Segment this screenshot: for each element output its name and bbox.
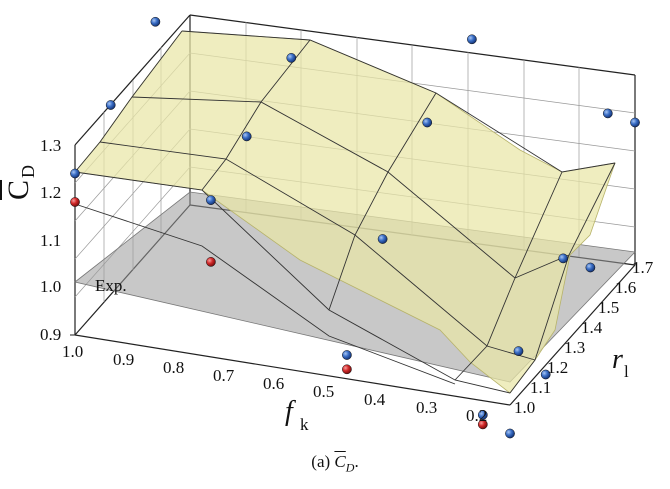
y-axis-label: r (612, 344, 623, 375)
blue-marker (505, 428, 515, 439)
blue-marker (206, 195, 216, 205)
figure-caption: (a) CD. (0, 452, 670, 475)
blue-marker (558, 253, 569, 264)
blue-marker (422, 117, 433, 128)
z-tick-1: 1.0 (40, 277, 61, 296)
z-tick-2: 1.1 (40, 231, 61, 250)
y-tick-0: 1.0 (514, 398, 535, 417)
z-tick-3: 1.2 (40, 183, 61, 202)
y-tick-7: 1.7 (632, 258, 654, 277)
caption-subscript: D (345, 460, 355, 475)
red-marker (70, 197, 80, 207)
y-tick-2: 1.2 (547, 358, 568, 377)
z-tick-0: 0.9 (40, 325, 61, 344)
y-tick-4: 1.4 (581, 318, 603, 337)
box-edge (74, 334, 511, 406)
blue-marker (241, 131, 252, 142)
caption-suffix: . (354, 452, 359, 471)
x-axis-subscript: k (300, 415, 309, 434)
blue-marker (150, 16, 161, 27)
blue-marker (342, 350, 352, 360)
x-axis: 1.0 0.9 0.8 0.7 0.6 0.5 0.4 0.3 0.2 f k (62, 342, 487, 434)
blue-marker (377, 234, 388, 244)
x-tick-3: 0.7 (213, 366, 235, 385)
red-marker (342, 364, 352, 375)
x-tick-7: 0.3 (416, 398, 437, 417)
exp-label: Exp. (95, 276, 127, 295)
x-tick-5: 0.5 (313, 382, 334, 401)
x-tick-8: 0.2 (466, 406, 487, 425)
y-tick-5: 1.5 (598, 298, 619, 317)
y-axis: 1.0 1.1 1.2 1.3 1.4 1.5 1.6 1.7 r l (514, 258, 654, 417)
blue-marker (467, 34, 477, 45)
z-tick-4: 1.3 (40, 136, 61, 155)
y-axis-subscript: l (624, 362, 629, 381)
z-axis: 0.9 1.0 1.1 1.2 1.3 C D (2, 136, 75, 344)
red-marker (477, 419, 488, 430)
blue-marker (105, 100, 116, 110)
x-tick-1: 0.9 (113, 350, 134, 369)
z-axis-label: C (2, 180, 35, 200)
caption-prefix: (a) (311, 452, 331, 471)
box-edge (74, 14, 191, 146)
blue-marker (602, 108, 613, 119)
y-tick-6: 1.6 (615, 278, 636, 297)
x-axis-label: f (285, 396, 296, 427)
blue-marker (630, 117, 640, 128)
blue-marker (286, 53, 297, 63)
x-tick-2: 0.8 (163, 358, 184, 377)
blue-marker (70, 168, 80, 179)
box-edge (189, 14, 636, 76)
x-tick-4: 0.6 (263, 374, 284, 393)
box-edge (509, 264, 636, 406)
blue-marker (540, 369, 551, 380)
blue-marker (513, 346, 524, 356)
blue-marker (477, 410, 488, 420)
x-tick-6: 0.4 (364, 390, 386, 409)
surface-mesh (74, 30, 616, 394)
caption-symbol: C (334, 452, 346, 471)
z-axis-subscript: D (18, 165, 38, 178)
markers (70, 16, 640, 439)
surface-plot: Exp. 0.9 1.0 1.1 1.2 1.3 C D 1.0 0.9 0.8… (2, 14, 654, 439)
red-marker (206, 257, 216, 267)
y-tick-3: 1.3 (564, 338, 585, 357)
x-tick-0: 1.0 (62, 342, 83, 361)
y-tick-1: 1.1 (530, 378, 551, 397)
red-series-line (74, 203, 456, 385)
blue-marker (585, 262, 596, 273)
